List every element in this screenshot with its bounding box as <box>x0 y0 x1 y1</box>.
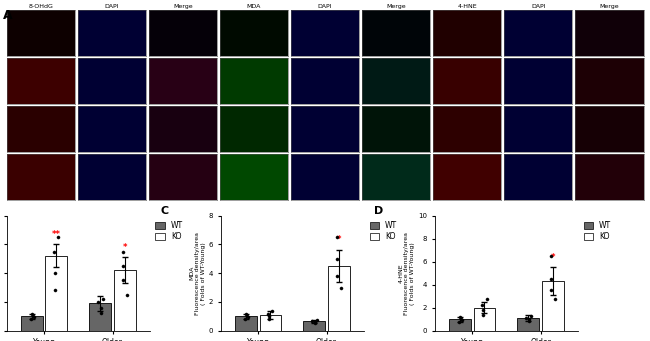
Point <box>49 249 59 254</box>
Point <box>455 314 465 320</box>
Point <box>26 316 36 321</box>
Bar <box>89 303 111 331</box>
Point <box>332 256 343 262</box>
Text: D: D <box>374 206 384 216</box>
Point <box>477 312 488 317</box>
Title: MDA: MDA <box>247 4 261 9</box>
Point <box>28 313 38 318</box>
Point <box>524 316 534 322</box>
Point <box>546 253 556 258</box>
Point <box>96 311 106 316</box>
Point <box>457 317 467 323</box>
Title: DAPI: DAPI <box>531 4 545 9</box>
Title: DAPI: DAPI <box>318 4 332 9</box>
Text: **: ** <box>52 229 61 239</box>
Point <box>521 315 531 320</box>
Bar <box>542 281 564 331</box>
Bar <box>235 316 257 331</box>
Title: 8-OHdG: 8-OHdG <box>28 4 53 9</box>
Point <box>118 263 128 269</box>
Bar <box>517 318 539 331</box>
Legend: WT, KO: WT, KO <box>582 219 612 243</box>
Text: *: * <box>551 253 555 262</box>
Bar <box>304 322 325 331</box>
Point <box>310 320 320 325</box>
Point <box>263 311 273 317</box>
Point <box>456 316 466 322</box>
Point <box>27 311 38 317</box>
Point <box>477 307 488 313</box>
Point <box>29 314 40 320</box>
Point <box>306 318 317 324</box>
Bar <box>474 308 495 331</box>
Point <box>267 309 278 314</box>
Point <box>96 305 107 310</box>
Point <box>332 273 343 279</box>
Title: DAPI: DAPI <box>105 4 119 9</box>
Bar <box>259 315 281 331</box>
Point <box>263 314 274 319</box>
Point <box>263 316 274 321</box>
Point <box>53 235 64 240</box>
Point <box>526 313 536 318</box>
Legend: WT, KO: WT, KO <box>154 219 185 243</box>
Point <box>335 285 346 290</box>
Point <box>98 296 108 302</box>
Point <box>118 278 129 283</box>
Point <box>546 288 556 293</box>
Point <box>242 313 252 318</box>
Point <box>240 316 250 321</box>
Bar <box>328 266 350 331</box>
Text: A: A <box>3 9 13 21</box>
Point <box>118 249 128 254</box>
Legend: WT, KO: WT, KO <box>368 219 398 243</box>
Bar <box>114 270 136 331</box>
Point <box>241 311 252 317</box>
Text: *: * <box>123 242 127 252</box>
Point <box>524 318 534 324</box>
Point <box>546 276 556 282</box>
Point <box>122 292 132 297</box>
Bar <box>449 319 471 331</box>
Point <box>92 299 103 305</box>
Title: 4-HNE: 4-HNE <box>458 4 477 9</box>
Point <box>49 288 60 293</box>
Point <box>243 314 254 320</box>
Title: Merge: Merge <box>386 4 406 9</box>
Point <box>477 303 488 308</box>
Point <box>454 319 464 324</box>
Point <box>549 296 560 301</box>
Y-axis label: 4-HNE
Fluorescence density/area
( Folds of WT-Young): 4-HNE Fluorescence density/area ( Folds … <box>398 232 415 315</box>
Title: Merge: Merge <box>599 4 619 9</box>
Y-axis label: MDA
Fluorescence density/area
( Folds of WT-Young): MDA Fluorescence density/area ( Folds of… <box>189 232 205 315</box>
Point <box>49 270 60 276</box>
Point <box>481 296 491 301</box>
Point <box>309 321 320 326</box>
Title: Merge: Merge <box>173 4 192 9</box>
Bar <box>46 256 68 331</box>
Point <box>311 317 322 323</box>
Text: C: C <box>160 206 168 216</box>
Point <box>332 235 343 240</box>
Text: *: * <box>337 235 341 244</box>
Bar <box>21 316 43 331</box>
